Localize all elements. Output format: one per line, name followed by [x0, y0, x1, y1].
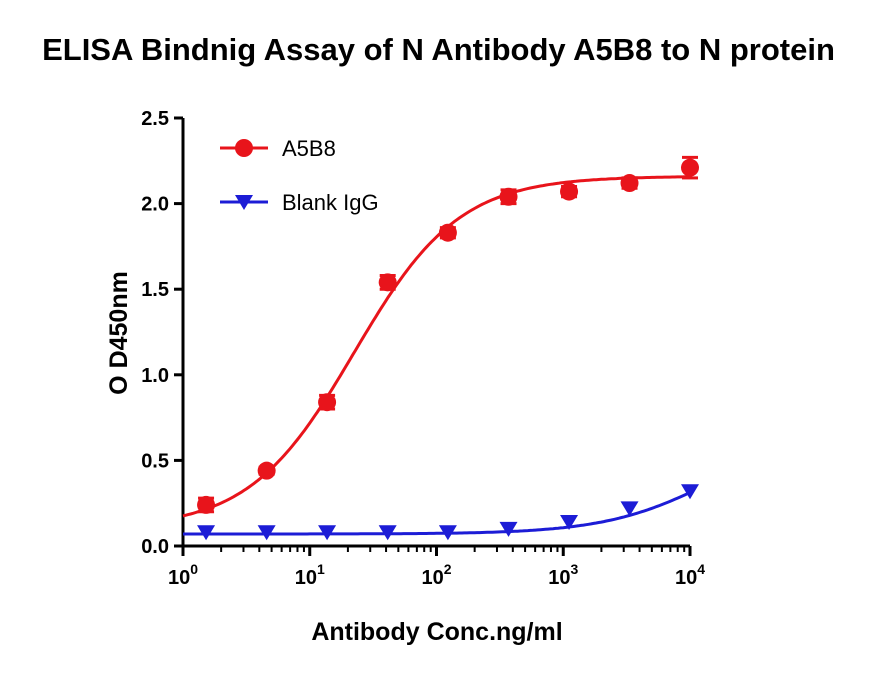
y-tick-label: 1.0 — [141, 365, 169, 387]
data-point-a5b8 — [681, 158, 699, 177]
legend-label-a5b8: A5B8 — [282, 136, 336, 161]
y-tick-label: 1.5 — [141, 279, 169, 301]
axes: 0.0 0.5 1.0 1.5 2.0 2.5 100 101 102 103 104 — [141, 108, 705, 589]
data-point-blank-igg — [620, 501, 639, 517]
data-point-a5b8 — [620, 174, 639, 193]
x-tick-label: 104 — [675, 561, 705, 589]
x-tick-label: 102 — [421, 561, 451, 589]
data-point-a5b8 — [197, 495, 216, 514]
legend: A5B8 Blank IgG — [220, 136, 379, 215]
data-point-blank-igg — [560, 515, 579, 531]
fit-curve-blank-igg — [183, 491, 691, 536]
x-tick-label: 100 — [168, 561, 198, 589]
y-tick-label: 2.5 — [141, 108, 169, 130]
legend-label-blank-igg: Blank IgG — [282, 190, 379, 215]
y-tick-label: 0.5 — [141, 450, 169, 472]
x-tick-label: 101 — [295, 561, 325, 589]
data-points — [197, 155, 699, 541]
data-point-blank-igg — [257, 525, 276, 541]
y-tick-label: 2.0 — [141, 194, 169, 216]
legend-marker-blank-igg — [235, 195, 253, 210]
data-point-a5b8 — [378, 273, 397, 292]
data-point-a5b8 — [257, 461, 276, 480]
data-point-a5b8 — [560, 182, 579, 201]
y-axis-label: O D450nm — [105, 271, 133, 395]
y-tick-label: 0.0 — [141, 536, 169, 558]
data-point-blank-igg — [197, 525, 216, 541]
data-point-a5b8 — [318, 393, 337, 412]
data-point-blank-igg — [438, 525, 457, 541]
chart-title: ELISA Bindnig Assay of N Antibody A5B8 t… — [42, 32, 835, 67]
x-axis-label: Antibody Conc.ng/ml — [311, 618, 562, 646]
data-point-blank-igg — [681, 484, 699, 500]
x-tick-label: 103 — [548, 561, 578, 589]
fit-curve-a5b8 — [182, 175, 690, 518]
fit-curves — [182, 175, 691, 536]
data-point-a5b8 — [499, 187, 518, 206]
data-point-blank-igg — [499, 521, 518, 537]
data-point-a5b8 — [438, 223, 457, 242]
data-point-blank-igg — [378, 525, 397, 541]
legend-marker-a5b8 — [235, 139, 253, 157]
data-point-blank-igg — [318, 525, 337, 541]
